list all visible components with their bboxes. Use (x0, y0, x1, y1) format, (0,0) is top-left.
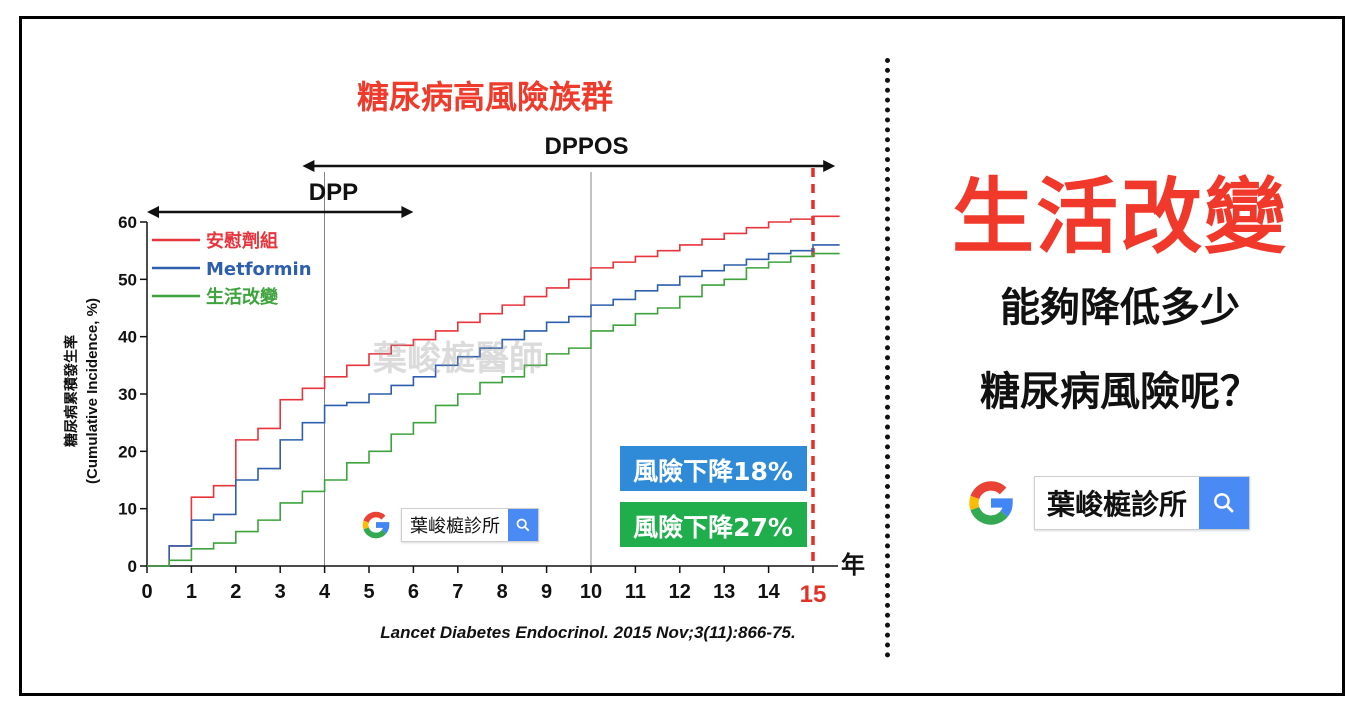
x-tick-label: 7 (452, 581, 463, 603)
series-line-3 (147, 252, 840, 567)
period-arrow-head-left (302, 160, 315, 172)
search-widget: 葉峻榳診所 (960, 472, 1251, 534)
chart-search-button[interactable] (508, 509, 538, 541)
x-tick-label: 1 (186, 581, 197, 603)
x-tick-label: 0 (141, 581, 152, 603)
y-tick-label: 60 (118, 213, 137, 232)
figure-frame (19, 16, 1345, 696)
chart-search-box[interactable]: 葉峻榳診所 (401, 508, 539, 542)
search-icon (516, 518, 530, 532)
series-layer (147, 215, 840, 567)
y-tick-label: 40 (118, 328, 137, 347)
chart-search-widget: 葉峻榳診所 (357, 506, 539, 544)
x-tick-label: 9 (541, 581, 552, 603)
google-logo-icon (357, 506, 395, 544)
period-label: DPPOS (545, 133, 629, 160)
x-tick-label: 5 (363, 581, 374, 603)
search-icon (1214, 493, 1234, 513)
annotation-metformin: 風險下降18% (620, 446, 807, 491)
subheading-line-1: 能夠降低多少 (1000, 285, 1240, 331)
series-line-2 (147, 244, 840, 567)
period-label: DPP (309, 179, 358, 206)
legend-label: 生活改變 (206, 286, 279, 308)
x-tick-label: 6 (408, 581, 419, 603)
annotation-metformin-box (620, 446, 807, 491)
x-tick-label: 14 (757, 581, 780, 603)
series-line-1 (147, 215, 840, 567)
google-logo-icon (960, 472, 1022, 534)
subheading-line-2: 糖尿病風險呢？ (980, 369, 1260, 415)
vertical-guides (324, 172, 592, 566)
x-tick-label: 11 (625, 581, 646, 603)
dotted-divider (885, 58, 890, 658)
annotation-lifestyle-box (620, 502, 807, 547)
search-button[interactable] (1199, 477, 1250, 529)
legend-label: 安慰劑組 (206, 230, 278, 252)
period-arrow-head-left (147, 206, 159, 218)
search-query: 葉峻榳診所 (1047, 488, 1188, 521)
y-axis-label-cn: 糖尿病累積發生率 (63, 335, 80, 447)
headline: 生活改變 (951, 170, 1288, 265)
annotation-lifestyle-text: 風險下降27% (633, 513, 793, 542)
citation: Lancet Diabetes Endocrinol. 2015 Nov;3(1… (380, 623, 795, 642)
legend: 安慰劑組 Metformin 生活改變 (152, 230, 312, 308)
x-tick-label: 15 (800, 581, 827, 608)
watermark: 葉峻榳醫師 (372, 339, 543, 379)
x-tick-label: 3 (275, 581, 286, 603)
y-axis-label-en: (Cumulative Incidence, %) (84, 298, 101, 484)
period-arrow-head-right (823, 160, 836, 172)
x-tick-label: 8 (497, 581, 508, 603)
study-period-arrows: DPP DPPOS (147, 133, 836, 218)
chart-title: 糖尿病高風險族群 (357, 78, 613, 116)
y-tick-label: 30 (118, 385, 137, 404)
legend-label: Metformin (206, 259, 312, 280)
x-tick-label: 10 (580, 581, 602, 603)
annotation-metformin-text: 風險下降18% (633, 457, 793, 486)
y-tick-label: 20 (118, 442, 137, 461)
x-tick-label: 13 (713, 581, 735, 603)
y-tick-label: 50 (118, 270, 137, 289)
period-arrow-head-right (401, 206, 414, 218)
search-box[interactable]: 葉峻榳診所 (1034, 476, 1251, 530)
x-axis-label: 年 (841, 551, 865, 579)
y-tick-label: 0 (128, 557, 137, 576)
annotation-lifestyle: 風險下降27% (620, 502, 807, 547)
x-tick-label: 12 (669, 581, 691, 603)
y-tick-label: 10 (118, 500, 137, 519)
x-tick-label: 4 (319, 581, 331, 603)
chart-search-query: 葉峻榳診所 (410, 516, 500, 537)
x-tick-label: 2 (230, 581, 241, 603)
